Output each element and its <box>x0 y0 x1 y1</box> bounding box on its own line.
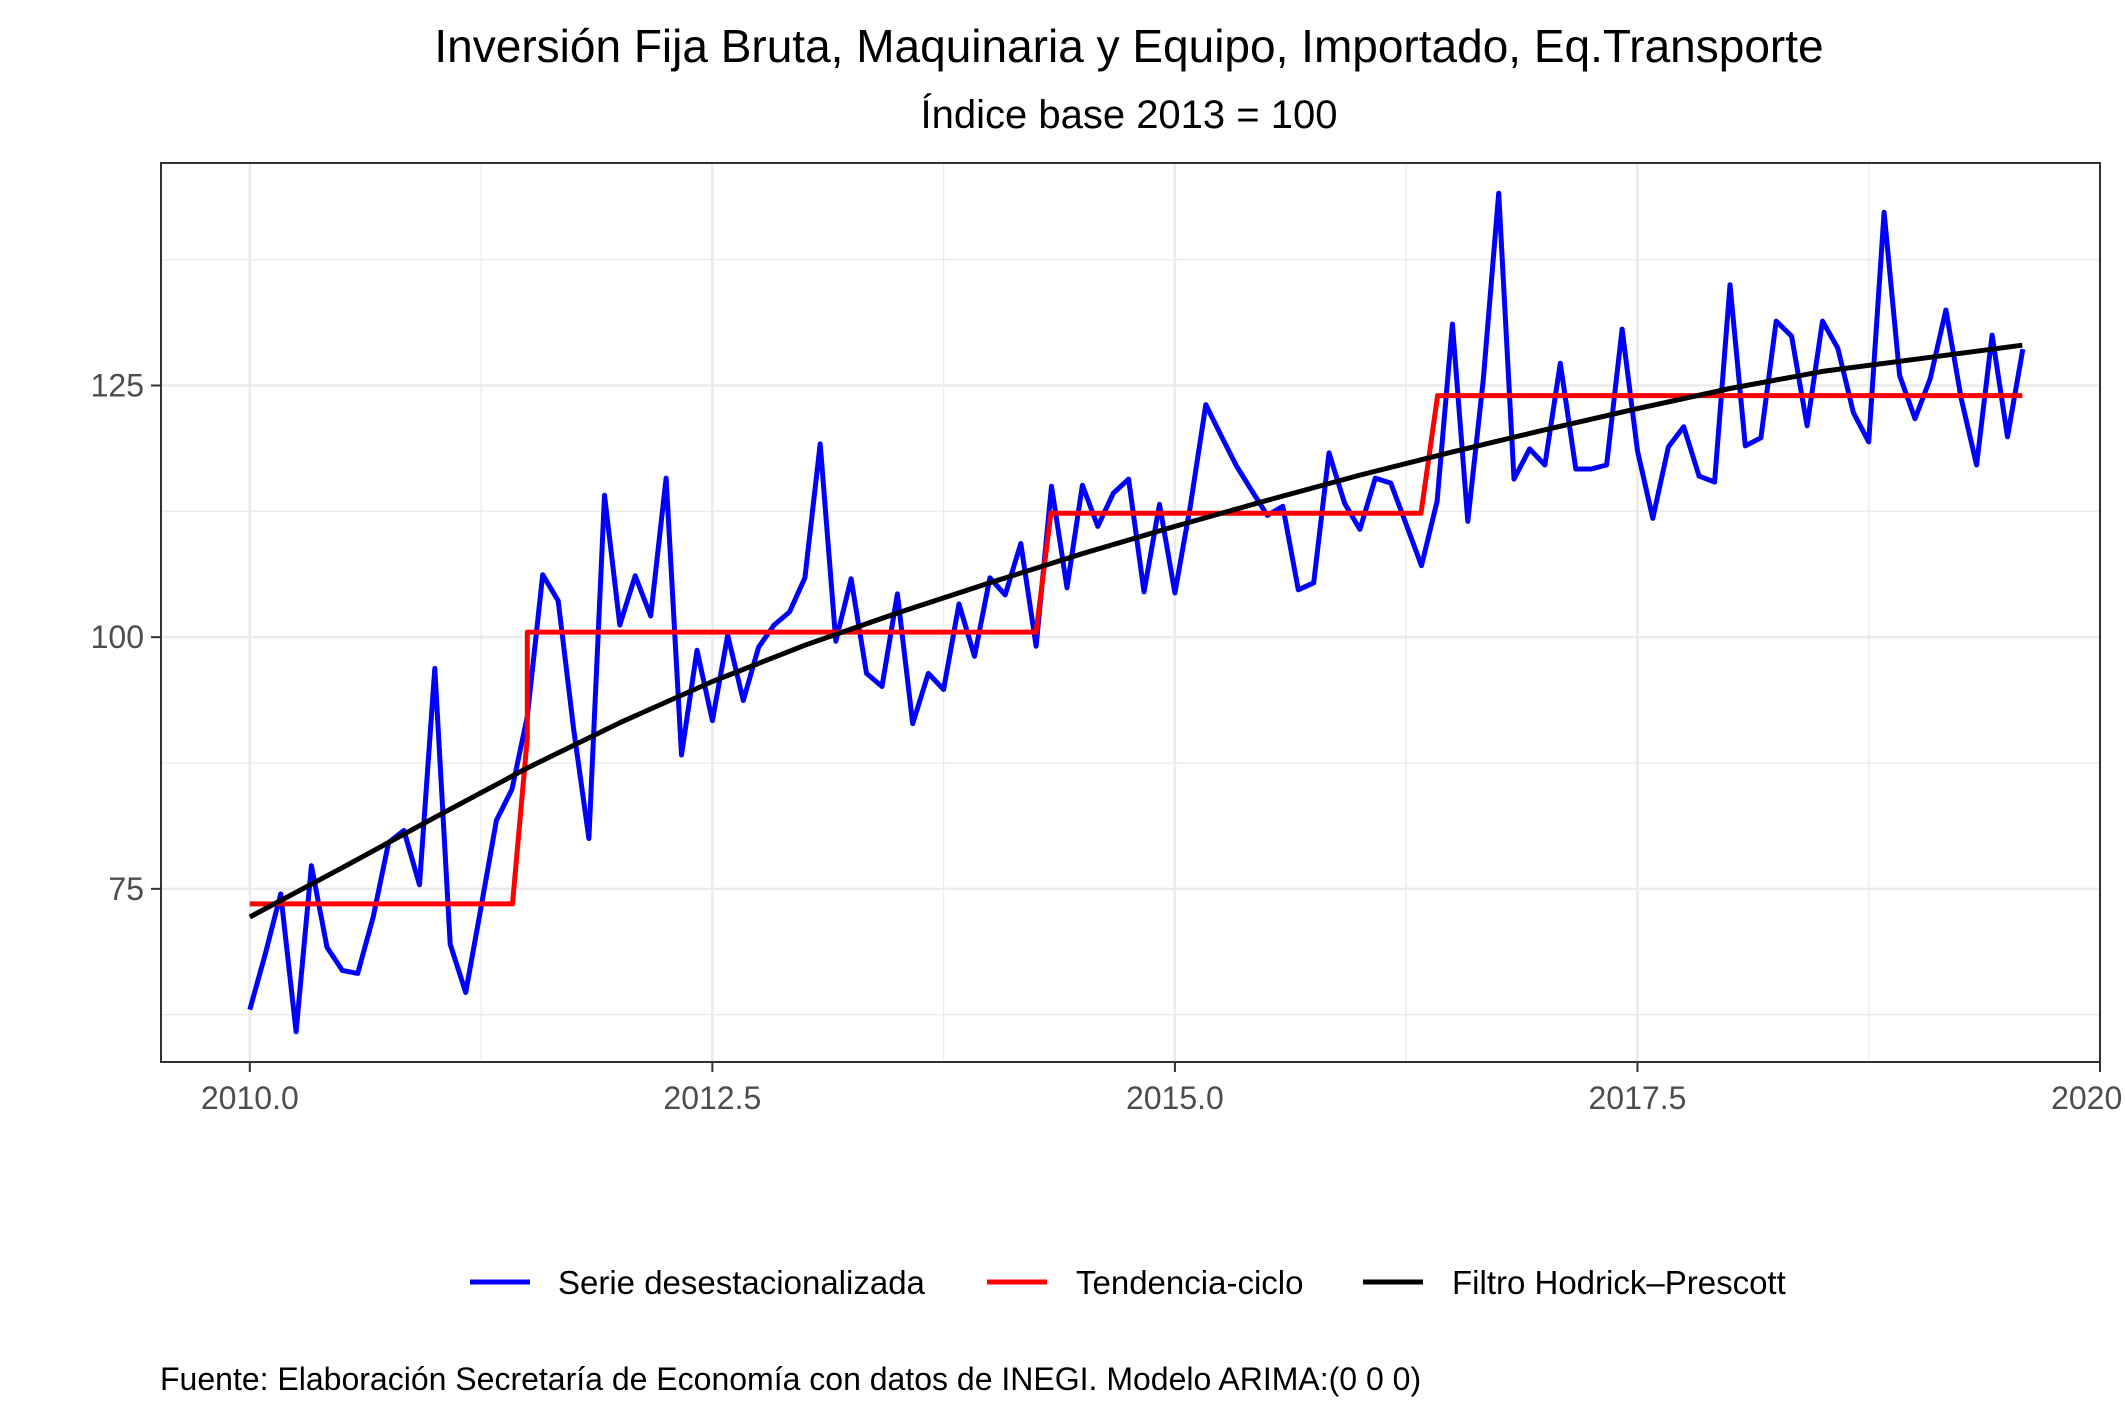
axis-ticks: 2010.0 2012.5 2015.0 2017.5 2020.0 75 100 125 <box>91 367 2125 1116</box>
legend: Serie desestacionalizada Tendencia-ciclo… <box>470 1264 1786 1301</box>
panel-border <box>160 162 2101 1063</box>
chart-subtitle: Índice base 2013 = 100 <box>920 92 1337 137</box>
plot-series <box>247 190 2026 1035</box>
chart-title: Inversión Fija Bruta, Maquinaria y Equip… <box>434 20 1823 72</box>
series-line-tendencia-ciclo <box>249 393 2023 907</box>
series-line-serie-desestacionalizada <box>247 190 2026 1035</box>
x-tick-label: 2015.0 <box>1126 1080 1224 1116</box>
legend-label-filtro-hodrick-prescott: Filtro Hodrick–Prescott <box>1452 1264 1786 1301</box>
grid-lines <box>161 163 2102 1062</box>
series-line-filtro-hodrick-prescott <box>248 342 2023 920</box>
y-tick-label: 125 <box>91 367 144 403</box>
x-tick-label: 2017.5 <box>1589 1080 1687 1116</box>
legend-label-serie-desestacionalizada: Serie desestacionalizada <box>558 1264 926 1301</box>
chart-caption: Fuente: Elaboración Secretaría de Econom… <box>160 1361 1421 1397</box>
x-tick-label: 2020.0 <box>2051 1080 2125 1116</box>
x-tick-label: 2012.5 <box>663 1080 761 1116</box>
x-tick-label: 2010.0 <box>201 1080 299 1116</box>
y-tick-label: 75 <box>108 871 144 907</box>
legend-label-tendencia-ciclo: Tendencia-ciclo <box>1076 1264 1303 1301</box>
y-tick-label: 100 <box>91 619 144 655</box>
